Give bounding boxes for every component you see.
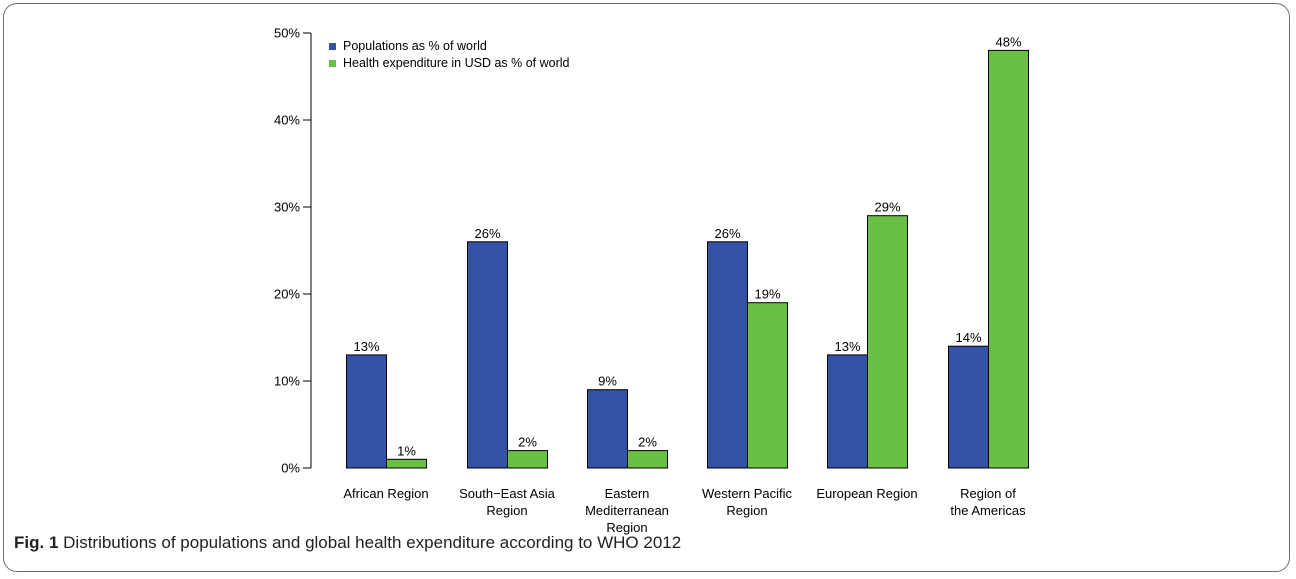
population-bar-label: 13% <box>353 339 379 354</box>
y-tick-label: 10% <box>274 374 300 389</box>
figure-caption: Fig. 1 Distributions of populations and … <box>14 533 681 553</box>
expenditure-bar <box>747 302 788 469</box>
y-tick-label: 40% <box>274 113 300 128</box>
x-category-label: Eastern Mediterranean Region <box>585 486 669 535</box>
x-category-label: African Region <box>343 486 428 501</box>
y-tick-label: 20% <box>274 287 300 302</box>
expenditure-bar-label: 19% <box>754 287 780 302</box>
legend-label-population: Populations as % of world <box>343 39 487 53</box>
figure-frame <box>3 3 1290 572</box>
population-bar-label: 26% <box>714 226 740 241</box>
population-bar <box>707 241 748 469</box>
x-category-label: Western Pacific Region <box>702 486 793 518</box>
caption-label: Fig. 1 <box>14 533 59 552</box>
population-bar <box>587 389 628 469</box>
x-category-label: European Region <box>816 486 917 501</box>
caption-text: Distributions of populations and global … <box>63 533 682 552</box>
expenditure-bar <box>867 215 908 469</box>
population-bar <box>948 345 989 469</box>
population-bar <box>827 354 868 469</box>
y-tick-label: 30% <box>274 200 300 215</box>
population-bar <box>346 354 387 469</box>
x-category-label: South−East Asia Region <box>459 486 556 518</box>
x-category-label: Region of the Americas <box>950 486 1026 518</box>
population-bar-label: 14% <box>955 330 981 345</box>
population-bar <box>467 241 508 469</box>
legend-swatch-expenditure <box>329 60 336 67</box>
expenditure-bar <box>386 458 427 469</box>
y-tick-label: 50% <box>274 26 300 41</box>
expenditure-bar-label: 2% <box>638 435 657 450</box>
expenditure-bar-label: 1% <box>397 443 416 458</box>
legend-swatch-population <box>329 43 336 50</box>
y-tick-label: 0% <box>281 461 300 476</box>
expenditure-bar-label: 2% <box>518 435 537 450</box>
expenditure-bar <box>627 450 668 469</box>
expenditure-bar <box>507 450 548 469</box>
population-bar-label: 13% <box>834 339 860 354</box>
expenditure-bar-label: 48% <box>995 34 1021 49</box>
legend-label-expenditure: Health expenditure in USD as % of world <box>343 56 570 70</box>
population-bar-label: 26% <box>474 226 500 241</box>
expenditure-bar-label: 29% <box>874 200 900 215</box>
population-bar-label: 9% <box>598 374 617 389</box>
expenditure-bar <box>988 49 1029 469</box>
